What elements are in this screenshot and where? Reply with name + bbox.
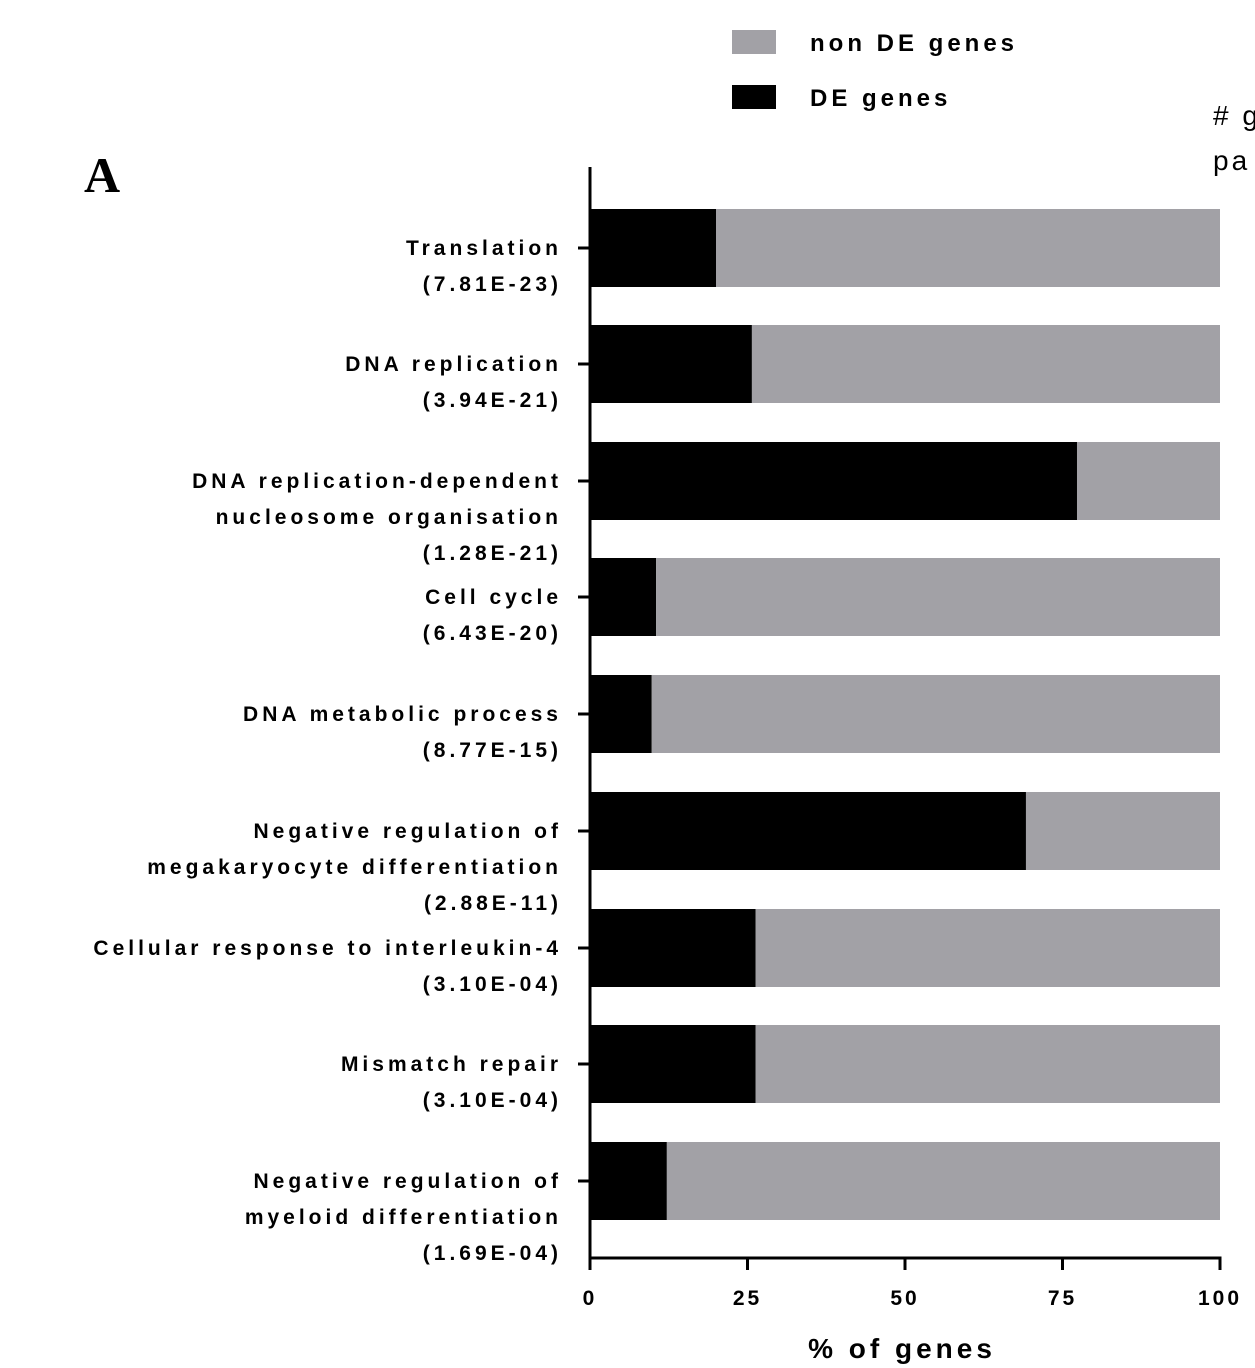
bar-de-genes <box>590 909 756 987</box>
legend: non DE genes DE genes <box>732 30 1018 112</box>
category-label: DNA replication-dependent <box>192 470 562 493</box>
bar-de-genes <box>590 1142 667 1220</box>
legend-label: DE genes <box>810 85 951 112</box>
bars <box>590 209 1220 1220</box>
x-tick-label: 0 <box>583 1287 598 1310</box>
category-label: (2.88E-11) <box>424 892 562 915</box>
bar-non-de-genes <box>755 1025 1220 1103</box>
category-label: (3.10E-04) <box>423 1089 562 1112</box>
category-label: megakaryocyte differentiation <box>147 856 562 879</box>
category-label: Translation <box>406 237 562 260</box>
category-label: nucleosome organisation <box>216 506 562 529</box>
category-label: myeloid differentiation <box>245 1206 562 1229</box>
x-tick-label: 50 <box>890 1287 919 1310</box>
bar-de-genes <box>590 442 1077 520</box>
category-label: Cellular response to interleukin-4 <box>93 937 562 960</box>
category-label: (6.43E-20) <box>423 622 562 645</box>
legend-swatch <box>732 30 776 54</box>
x-tick-label: 25 <box>733 1287 762 1310</box>
bar-non-de-genes <box>751 325 1220 403</box>
bar-non-de-genes <box>651 675 1220 753</box>
x-axis-title: % of genes <box>808 1333 996 1364</box>
category-label: Negative regulation of <box>253 1170 562 1193</box>
category-labels: Translation (7.81E-23) DNA replication (3.9… <box>93 237 562 1265</box>
axes: 0 25 50 75 100 <box>578 167 1242 1310</box>
bar-non-de-genes <box>1025 792 1220 870</box>
x-tick-label: 75 <box>1048 1287 1077 1310</box>
bar-de-genes <box>590 675 652 753</box>
panel-label: A <box>84 147 120 203</box>
bar-non-de-genes <box>656 558 1220 636</box>
category-label: Cell cycle <box>425 586 562 609</box>
bar-de-genes <box>590 209 716 287</box>
category-label: (8.77E-15) <box>423 739 562 762</box>
category-label: (3.10E-04) <box>423 973 562 996</box>
bar-non-de-genes <box>666 1142 1220 1220</box>
bar-non-de-genes <box>755 909 1220 987</box>
legend-swatch <box>732 85 776 109</box>
category-label: (1.69E-04) <box>423 1242 562 1265</box>
bar-de-genes <box>590 1025 756 1103</box>
bar-de-genes <box>590 558 657 636</box>
side-text-line-2: pa <box>1213 145 1250 176</box>
category-label: Mismatch repair <box>341 1053 562 1076</box>
bar-non-de-genes <box>716 209 1220 287</box>
side-text-line-1: # g <box>1213 100 1255 131</box>
category-label: Negative regulation of <box>253 820 562 843</box>
category-label: (7.81E-23) <box>423 273 562 296</box>
category-label: DNA replication <box>345 353 562 376</box>
category-label: (1.28E-21) <box>423 542 562 565</box>
legend-label: non DE genes <box>810 30 1018 57</box>
category-label: (3.94E-21) <box>423 389 562 412</box>
bar-non-de-genes <box>1076 442 1220 520</box>
category-label: DNA metabolic process <box>243 703 562 726</box>
x-tick-label: 100 <box>1198 1287 1242 1310</box>
bar-de-genes <box>590 792 1026 870</box>
bar-de-genes <box>590 325 752 403</box>
